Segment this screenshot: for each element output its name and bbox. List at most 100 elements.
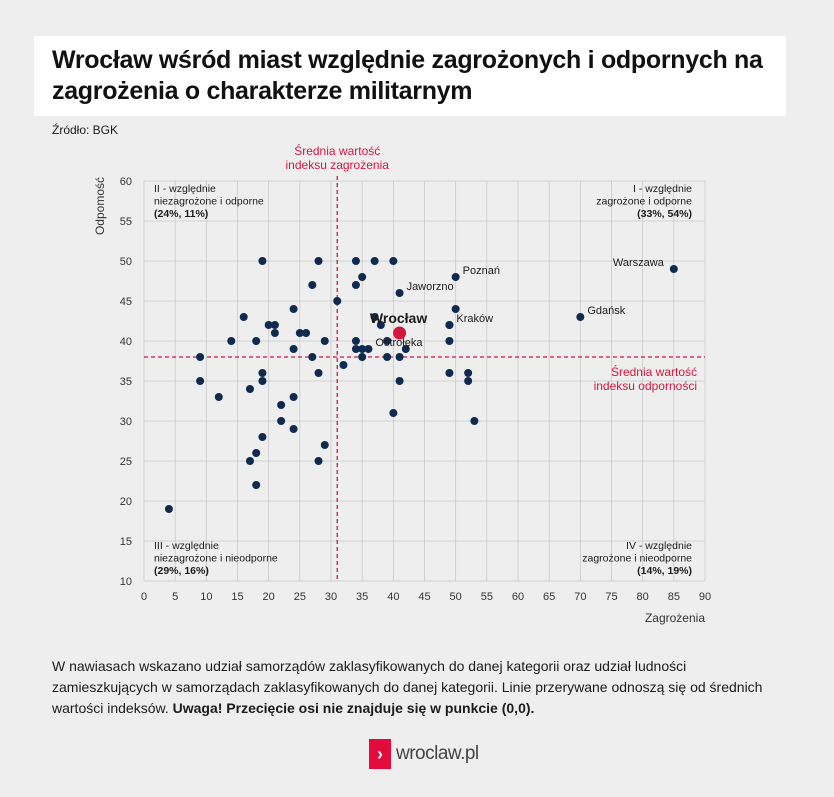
x-tick-label: 60	[512, 591, 524, 603]
x-tick-label: 0	[141, 591, 147, 603]
point-label: Kraków	[456, 313, 493, 325]
data-point	[314, 369, 323, 377]
y-tick-label: 15	[120, 536, 132, 548]
x-tick-label: 30	[325, 591, 337, 603]
x-tick-label: 5	[172, 591, 178, 603]
data-point	[351, 281, 360, 289]
quadrant-label: (29%, 16%)	[154, 565, 209, 577]
quadrant-label: (24%, 11%)	[154, 208, 208, 220]
y-tick-label: 30	[120, 416, 132, 428]
data-point	[395, 377, 404, 385]
quadrant-label: I - względnie	[633, 183, 692, 195]
data-point	[358, 353, 367, 361]
x-tick-label: 70	[574, 591, 586, 603]
quadrant-label: niezagrożone i nieodporne	[154, 553, 278, 565]
data-point	[289, 305, 298, 313]
data-point	[302, 329, 311, 337]
x-axis-title: Zagrożenia	[645, 611, 705, 625]
logo[interactable]: › wroclaw.pl	[369, 739, 479, 769]
quadrant-label: II - względnie	[154, 183, 216, 195]
quadrant-label: IV - względnie	[626, 540, 692, 552]
quadrant-label: (14%, 19%)	[637, 565, 692, 577]
x-tick-label: 50	[450, 591, 462, 603]
x-tick-label: 45	[418, 591, 430, 603]
quadrant-label: niezagrożone i odporne	[154, 196, 264, 208]
data-point	[258, 369, 267, 377]
quadrant-label: zagrożone i nieodporne	[582, 553, 692, 565]
logo-badge-icon: ›	[369, 739, 391, 769]
data-point	[245, 457, 254, 465]
x-tick-label: 75	[605, 591, 617, 603]
x-tick-label: 55	[481, 591, 493, 603]
data-point	[370, 257, 379, 265]
quadrant-label: III - względnie	[154, 540, 219, 552]
data-point-labeled	[364, 345, 373, 353]
data-point	[351, 337, 360, 345]
footnote-text: W nawiasach wskazano udział samorządów z…	[52, 658, 763, 716]
data-point	[308, 353, 317, 361]
y-tick-label: 55	[120, 216, 132, 228]
x-tick-label: 80	[637, 591, 649, 603]
data-point	[376, 321, 385, 329]
data-point	[389, 257, 398, 265]
logo-text: wroclaw.pl	[396, 743, 479, 764]
highlight-label: Wrocław	[370, 310, 427, 326]
x-tick-label: 10	[200, 591, 212, 603]
data-point-labeled	[451, 273, 460, 281]
data-point	[314, 257, 323, 265]
data-point	[389, 409, 398, 417]
data-point	[383, 353, 392, 361]
x-tick-label: 20	[263, 591, 275, 603]
data-point	[164, 505, 173, 513]
data-point	[196, 377, 205, 385]
data-point	[277, 401, 286, 409]
data-point	[333, 297, 342, 305]
scatter-chart: 0 5 10 15 20 25 30 35 40 45 50 55 60 65 70 75 80 85 90 10 15…	[93, 143, 711, 625]
y-tick-label: 20	[120, 496, 132, 508]
data-point	[351, 345, 360, 353]
mean-threat-label: Średnia wartość	[294, 143, 380, 158]
footnote: W nawiasach wskazano udział samorządów z…	[52, 656, 792, 719]
data-point	[252, 449, 261, 457]
mean-resilience-label: indeksu odporności	[594, 379, 697, 393]
data-point	[320, 441, 329, 449]
data-point	[252, 481, 261, 489]
data-point	[289, 425, 298, 433]
data-point	[258, 257, 267, 265]
x-tick-label: 25	[294, 591, 306, 603]
data-point	[358, 273, 367, 281]
data-point	[445, 337, 454, 345]
mean-threat-label: indeksu zagrożenia	[286, 158, 390, 172]
x-tick-label: 85	[668, 591, 680, 603]
page-title: Wrocław wśród miast względnie zagrożonyc…	[52, 46, 763, 105]
mean-resilience-label: Średnia wartość	[611, 364, 697, 379]
point-label: Gdańsk	[587, 305, 625, 317]
y-tick-label: 40	[120, 336, 132, 348]
data-point	[270, 329, 279, 337]
x-tick-label: 40	[387, 591, 399, 603]
data-point	[227, 337, 236, 345]
source-label: Źródło: BGK	[52, 123, 119, 137]
data-point	[289, 393, 298, 401]
data-point	[451, 305, 460, 313]
data-point	[383, 337, 392, 345]
data-point	[339, 361, 348, 369]
title-box: Wrocław wśród miast względnie zagrożonyc…	[34, 36, 786, 116]
data-point	[277, 417, 286, 425]
y-tick-label: 50	[120, 256, 132, 268]
y-tick-label: 25	[120, 456, 132, 468]
data-point-labeled	[395, 289, 404, 297]
x-tick-label: 90	[699, 591, 711, 603]
data-point	[370, 313, 379, 321]
data-point	[401, 345, 410, 353]
data-point-labeled	[576, 313, 585, 321]
data-point	[470, 417, 479, 425]
data-point	[252, 337, 261, 345]
y-tick-label: 60	[120, 176, 132, 188]
x-tick-label: 65	[543, 591, 555, 603]
data-point	[245, 385, 254, 393]
x-tick-label: 15	[231, 591, 243, 603]
highlight-point	[393, 326, 407, 340]
y-tick-label: 35	[120, 376, 132, 388]
y-axis-title: Odpomość	[93, 177, 107, 235]
